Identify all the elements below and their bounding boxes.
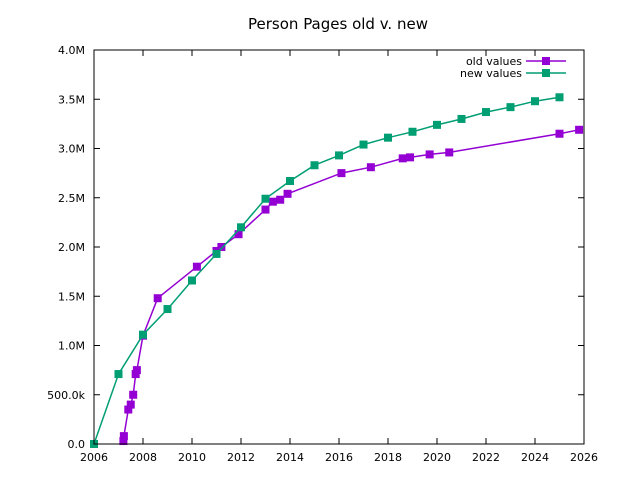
y-tick-label: 2.0M bbox=[58, 241, 85, 254]
x-tick-label: 2020 bbox=[423, 451, 451, 464]
data-point bbox=[124, 405, 133, 414]
data-point bbox=[212, 249, 221, 258]
data-point bbox=[555, 129, 564, 138]
data-point bbox=[119, 432, 128, 441]
data-point bbox=[406, 153, 415, 162]
data-point bbox=[188, 276, 196, 285]
data-point bbox=[234, 230, 243, 239]
chart-title: Person Pages old v. new bbox=[248, 15, 428, 33]
data-point bbox=[276, 195, 285, 204]
data-point bbox=[366, 163, 375, 172]
data-point bbox=[555, 93, 564, 102]
series-1 bbox=[119, 125, 584, 446]
plot-area bbox=[90, 93, 584, 448]
x-tick-label: 2022 bbox=[472, 451, 500, 464]
x-tick-label: 2018 bbox=[374, 451, 402, 464]
y-tick-label: 3.5M bbox=[58, 93, 85, 106]
data-point bbox=[129, 390, 138, 399]
data-point bbox=[457, 114, 466, 123]
x-tick-label: 2016 bbox=[325, 451, 353, 464]
y-tick-label: 4.0M bbox=[58, 44, 85, 57]
legend-label: old values bbox=[466, 55, 522, 68]
x-tick-label: 2010 bbox=[178, 451, 206, 464]
data-point bbox=[335, 151, 343, 160]
data-point bbox=[506, 103, 515, 112]
data-point bbox=[114, 370, 123, 379]
series-line bbox=[93, 96, 560, 445]
y-tick-label: 1.5M bbox=[58, 290, 85, 303]
data-point bbox=[531, 97, 539, 106]
legend-marker bbox=[542, 69, 550, 77]
y-axis: 0.0 500.0k 1.0M 1.5M 2.0M 2.5M 3.0M 3.5M 4.0M bbox=[47, 44, 584, 451]
x-tick-label: 2006 bbox=[80, 451, 108, 464]
x-tick-label: 2024 bbox=[521, 451, 549, 464]
y-tick-label: 3.0M bbox=[58, 143, 85, 156]
y-tick-label: 2.5M bbox=[58, 192, 85, 205]
data-point bbox=[139, 330, 147, 339]
data-point bbox=[445, 148, 454, 157]
y-tick-label: 0.0 bbox=[68, 438, 86, 451]
series-2 bbox=[90, 93, 564, 448]
x-tick-label: 2012 bbox=[227, 451, 255, 464]
data-point bbox=[408, 127, 417, 136]
data-point bbox=[153, 294, 162, 303]
data-point bbox=[268, 197, 277, 206]
x-tick-label: 2026 bbox=[570, 451, 598, 464]
data-point bbox=[119, 437, 128, 446]
data-point bbox=[163, 305, 172, 314]
data-point bbox=[425, 150, 434, 159]
data-point bbox=[261, 205, 270, 214]
data-point bbox=[132, 366, 141, 375]
data-point bbox=[433, 120, 441, 129]
data-point bbox=[310, 161, 319, 170]
x-tick-label: 2008 bbox=[129, 451, 157, 464]
data-point bbox=[286, 177, 294, 186]
x-axis: 2006 2008 2010 2012 2014 2016 2018 2020 2022 2024… bbox=[80, 50, 598, 464]
data-point bbox=[237, 223, 245, 232]
data-point bbox=[398, 154, 407, 163]
data-point bbox=[337, 169, 346, 178]
plot-frame bbox=[93, 49, 585, 445]
x-tick-label: 2014 bbox=[276, 451, 304, 464]
y-tick-label: 1.0M bbox=[58, 340, 85, 353]
legend-label: new values bbox=[460, 67, 522, 80]
y-tick-label: 500.0k bbox=[47, 389, 85, 402]
data-point bbox=[283, 189, 292, 198]
data-point bbox=[192, 262, 201, 271]
data-point bbox=[126, 400, 135, 409]
series-line bbox=[122, 129, 580, 442]
data-point bbox=[261, 194, 270, 203]
legend-marker bbox=[542, 57, 550, 65]
data-point bbox=[217, 243, 226, 251]
data-point bbox=[359, 140, 368, 149]
data-point bbox=[482, 108, 490, 117]
data-point bbox=[575, 125, 584, 134]
data-point bbox=[384, 133, 392, 142]
